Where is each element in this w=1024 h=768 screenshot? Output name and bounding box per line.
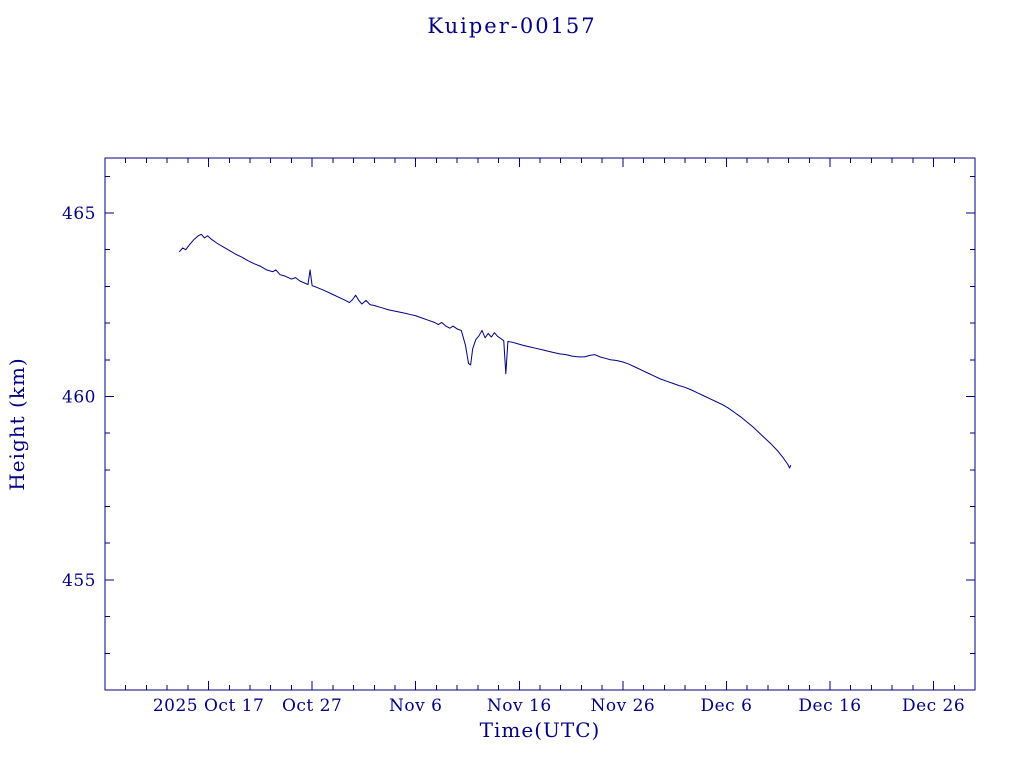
x-tick-label: 2025 Oct 17 <box>153 696 265 716</box>
x-tick-label: Nov 6 <box>389 696 442 716</box>
y-tick-label: 465 <box>62 204 96 224</box>
x-tick-label: Dec 16 <box>798 696 861 716</box>
y-axis-label: Height (km) <box>5 357 29 491</box>
height-series-line <box>179 233 792 469</box>
chart-title: Kuiper-00157 <box>427 14 597 38</box>
x-tick-label: Dec 26 <box>902 696 965 716</box>
plot-border <box>104 157 976 691</box>
x-tick-label: Nov 16 <box>487 696 552 716</box>
x-tick-label: Oct 27 <box>282 696 342 716</box>
y-tick-label: 455 <box>62 571 96 591</box>
y-tick-label: 460 <box>62 387 96 407</box>
x-axis-label: Time(UTC) <box>479 718 601 742</box>
x-tick-label: Dec 6 <box>700 696 752 716</box>
x-tick-label: Nov 26 <box>590 696 655 716</box>
